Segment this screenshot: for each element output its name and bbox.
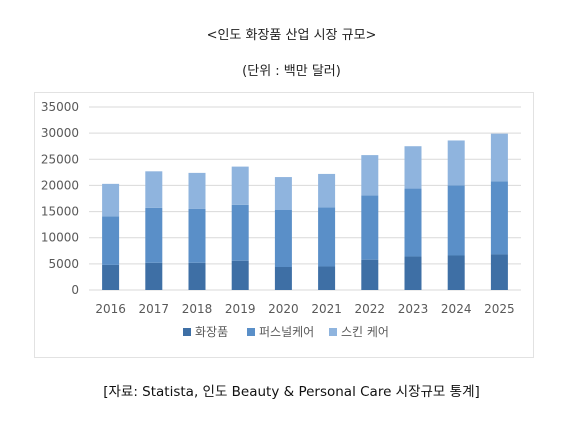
y-tick-label: 25000 [41, 152, 79, 166]
bar-segment [361, 259, 379, 290]
bar-segment [102, 183, 120, 217]
stacked-bar-chart: 0 5000 10000 15000 20000 25000 30000 35000 2016 2… [41, 100, 521, 339]
legend-label: 화장품 [195, 325, 228, 339]
x-tick-label: 2021 [311, 302, 342, 316]
bar-segment [188, 172, 206, 209]
legend-swatch [247, 328, 255, 336]
bar-segment [361, 195, 379, 260]
x-tick-label: 2016 [95, 302, 126, 316]
bar-segment [318, 266, 336, 290]
x-tick-label: 2019 [225, 302, 256, 316]
bar-segment [102, 264, 120, 290]
legend-swatch [329, 328, 337, 336]
y-tick-label: 35000 [41, 100, 79, 114]
bar-segment [231, 260, 249, 290]
bar-segment [274, 266, 292, 290]
x-tick-label: 2022 [355, 302, 386, 316]
bar-segment [447, 255, 465, 290]
bar-segment [490, 181, 508, 255]
legend-swatch [183, 328, 191, 336]
bar-segment [490, 133, 508, 182]
legend-label: 퍼스널케어 [259, 325, 314, 339]
bar-segment [145, 207, 163, 263]
bar-segment [145, 262, 163, 290]
bar-segment [188, 208, 206, 263]
y-tick-label: 10000 [41, 231, 79, 245]
bar-segment [490, 254, 508, 290]
x-tick-label: 2023 [398, 302, 429, 316]
y-tick-label: 20000 [41, 178, 79, 192]
bar-segment [145, 171, 163, 208]
source-note: [자료: Statista, 인도 Beauty & Personal Care… [103, 384, 480, 400]
bar-segment [447, 185, 465, 256]
legend-label: 스킨 케어 [341, 325, 389, 339]
x-tick-label: 2025 [484, 302, 515, 316]
bar-segment [318, 173, 336, 208]
bar-segment [404, 188, 422, 257]
x-tick-label: 2024 [441, 302, 472, 316]
bar-segment [231, 204, 249, 261]
x-tick-label: 2020 [268, 302, 299, 316]
x-tick-label: 2018 [182, 302, 213, 316]
bar-segment [318, 207, 336, 267]
bar-segment [274, 210, 292, 267]
bar-segment [231, 166, 249, 205]
x-tick-label: 2017 [139, 302, 170, 316]
bar-segment [447, 140, 465, 186]
y-tick-label: 15000 [41, 205, 79, 219]
chart-area: 0 5000 10000 15000 20000 25000 30000 35000 2016 2… [34, 92, 534, 358]
bar-segment [102, 216, 120, 265]
y-tick-label: 0 [71, 283, 79, 297]
chart-title: <인도 화장품 산업 시장 규모> [206, 28, 377, 43]
bar-segment [361, 155, 379, 196]
bar-segment [404, 256, 422, 290]
bar-segment [404, 146, 422, 189]
bar-segment [274, 177, 292, 211]
unit-label: (단위 : 백만 달러) [242, 64, 341, 79]
bar-segment [188, 262, 206, 290]
y-tick-label: 5000 [48, 257, 79, 271]
y-tick-label: 30000 [41, 126, 79, 140]
